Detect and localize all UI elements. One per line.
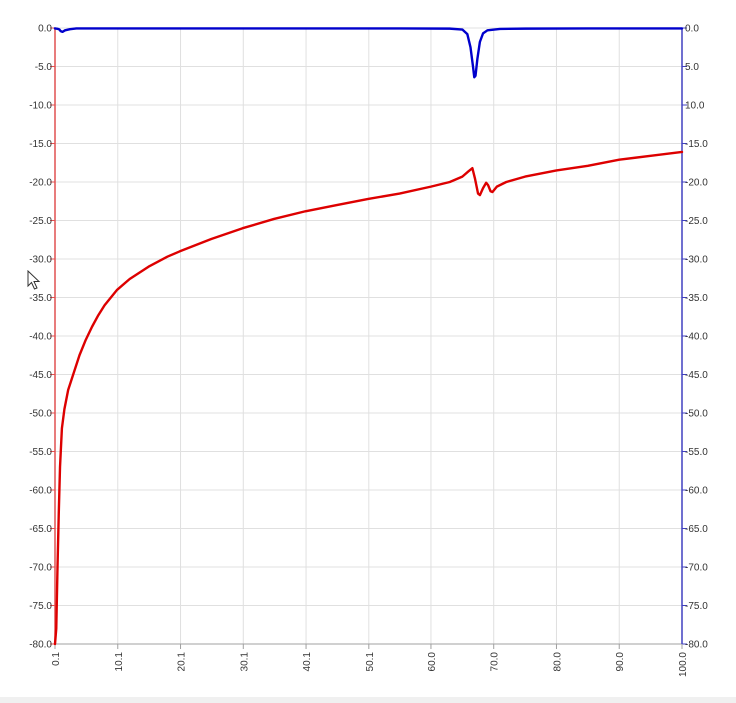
y-tick-label-right: 5.0 xyxy=(685,62,699,73)
status-strip xyxy=(0,697,736,703)
y-tick-label-right: -40.0 xyxy=(685,332,708,343)
x-tick-label: 0.1 xyxy=(51,652,62,666)
series-line-red xyxy=(53,150,684,646)
y-tick-label-left: -40.0 xyxy=(29,332,52,343)
y-tick-label-left: -75.0 xyxy=(29,601,52,612)
y-tick-label-right: -80.0 xyxy=(685,640,708,651)
y-tick-label-right: -55.0 xyxy=(685,447,708,458)
y-tick-label-left: -70.0 xyxy=(29,563,52,574)
y-tick-label-left: -15.0 xyxy=(29,139,52,150)
y-tick-label-left: -25.0 xyxy=(29,216,52,227)
x-tick-label: 100.0 xyxy=(678,652,689,677)
y-tick-label-right: -60.0 xyxy=(685,486,708,497)
series xyxy=(53,27,684,646)
axes xyxy=(50,27,687,649)
x-tick-label: 30.1 xyxy=(239,652,250,672)
x-tick-label: 80.0 xyxy=(552,652,563,672)
x-tick-label: 40.1 xyxy=(302,652,313,672)
x-tick-label: 90.0 xyxy=(615,652,626,672)
y-tick-label-left: -55.0 xyxy=(29,447,52,458)
y-tick-label-right: -50.0 xyxy=(685,409,708,420)
y-tick-label-left: -45.0 xyxy=(29,370,52,381)
x-tick-labels: 0.1 10.1 20.1 30.1 40.1 50.1 60.0 70.0 80.0 90.0 1… xyxy=(51,652,689,677)
y-tick-label-left: 0.0 xyxy=(38,24,52,35)
y-tick-label-left: -60.0 xyxy=(29,486,52,497)
y-tick-label-right: -20.0 xyxy=(685,178,708,189)
y-tick-label-right: 10.0 xyxy=(685,101,705,112)
y-tick-label-right: -35.0 xyxy=(685,293,708,304)
y-tick-label-right: 0.0 xyxy=(685,24,699,35)
y-tick-label-left: -35.0 xyxy=(29,293,52,304)
x-tick-label: 20.1 xyxy=(177,652,188,672)
y-tick-label-left: -50.0 xyxy=(29,409,52,420)
y-tick-label-right: -15.0 xyxy=(685,139,708,150)
y-tick-label-left: -5.0 xyxy=(35,62,53,73)
y-tick-label-right: -45.0 xyxy=(685,370,708,381)
y-tick-label-left: -20.0 xyxy=(29,178,52,189)
y-tick-label-left: -30.0 xyxy=(29,255,52,266)
y-tick-label-left: -10.0 xyxy=(29,101,52,112)
y-tick-label-right: -30.0 xyxy=(685,255,708,266)
y-tick-label-left: -65.0 xyxy=(29,524,52,535)
series-line-blue xyxy=(53,27,684,79)
y-tick-label-left: -80.0 xyxy=(29,640,52,651)
x-tick-label: 10.1 xyxy=(114,652,125,672)
mouse-pointer-icon xyxy=(27,270,41,290)
y-tick-label-right: -75.0 xyxy=(685,601,708,612)
y-tick-label-right: -70.0 xyxy=(685,563,708,574)
y-tick-label-right: -25.0 xyxy=(685,216,708,227)
x-tick-label: 70.0 xyxy=(490,652,501,672)
x-tick-label: 60.0 xyxy=(427,652,438,672)
x-tick-label: 50.1 xyxy=(365,652,376,672)
grid xyxy=(54,27,683,645)
y-tick-labels: 0.0 0.0 -5.0 5.0 -10.0 10.0 -15.0 -15.0 -20.0 -20… xyxy=(29,24,708,651)
y-tick-label-right: -65.0 xyxy=(685,524,708,535)
